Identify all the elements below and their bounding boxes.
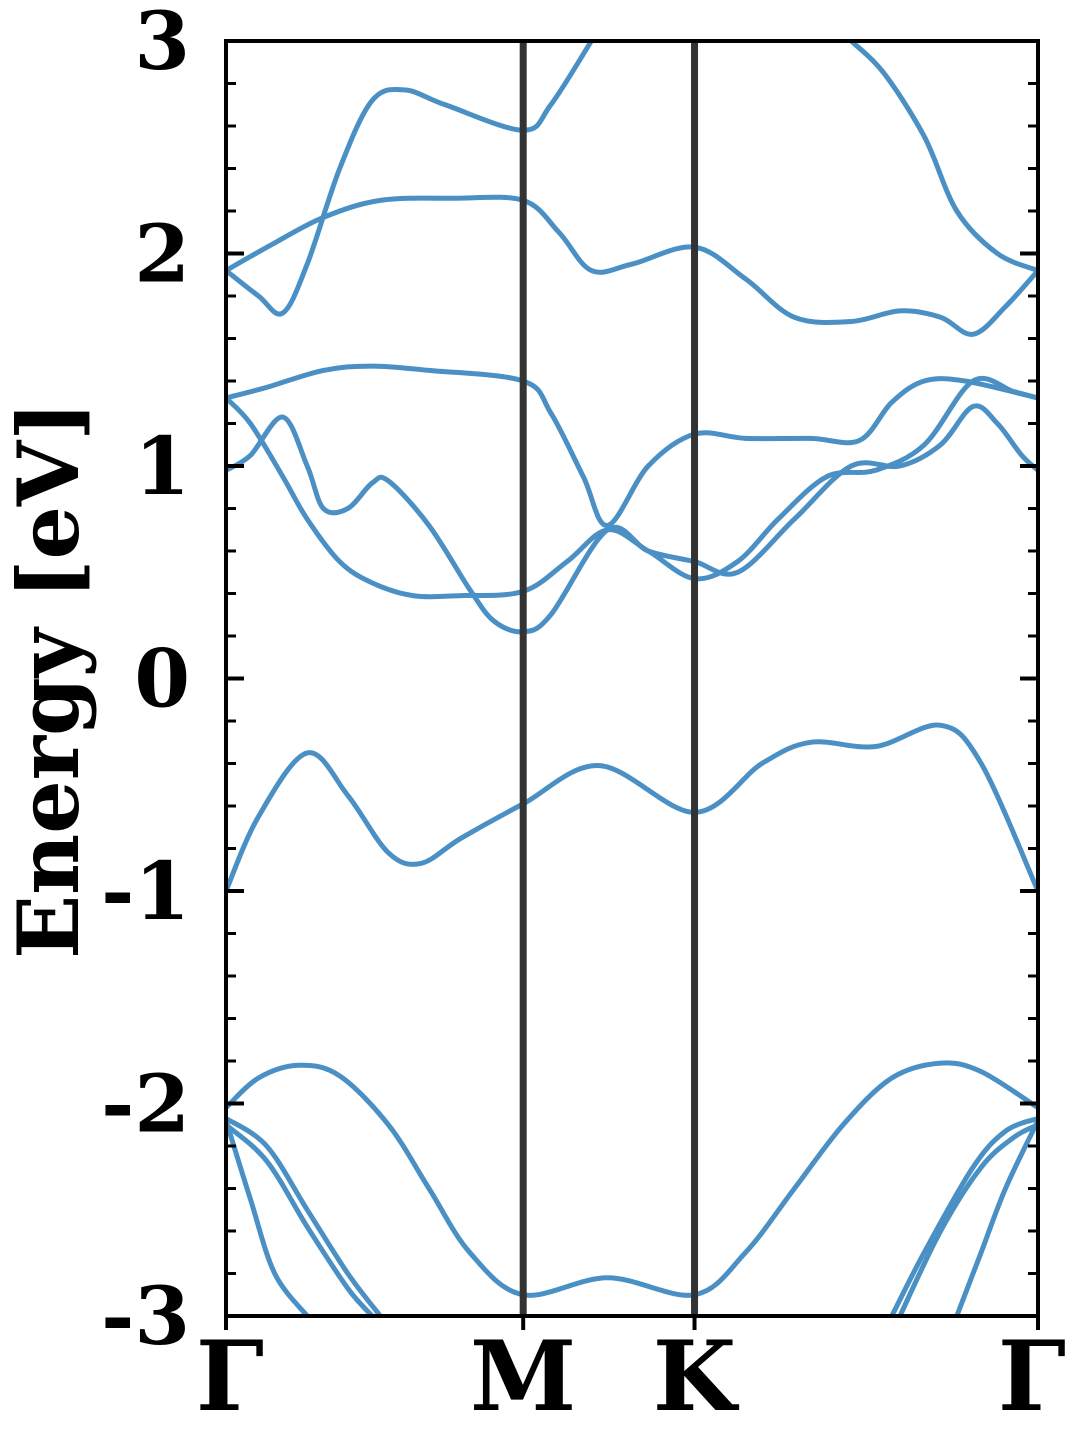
band-line-10 [226,376,1038,600]
band-line-2 [226,1115,383,1316]
band-lines-layer [226,41,1038,1316]
plot-frame [224,39,1040,1318]
y-tick-label: -2 [101,1057,190,1151]
y-tick-label: 0 [134,632,190,726]
tick-labels-layer: -3 -2 -1 0 1 2 3 Γ M K Γ [101,0,1066,1433]
band-line-14 [848,41,1038,273]
band-line-4 [226,1118,310,1316]
band-line-1 [226,1060,1038,1298]
y-tick-label: -3 [101,1269,190,1363]
band-line-8 [226,722,1038,894]
x-tick-label-2: M [470,1320,576,1433]
kpoint-dividers-layer [519,41,699,1316]
band-line-12 [226,41,594,317]
y-tick-label: 2 [134,207,190,301]
band-line-11 [226,363,1038,528]
x-tick-label-4: Γ [998,1320,1066,1433]
y-tick-label: 3 [134,0,190,88]
band-line-9 [226,403,1038,635]
band-line-5 [889,1115,1038,1316]
band-line-7 [954,1118,1038,1316]
y-axis-label: Energy [eV] [0,401,98,959]
x-tick-label-3: K [653,1320,740,1433]
y-tick-label: -1 [101,844,190,938]
x-tick-label-1: Γ [196,1320,264,1433]
axes-layer [224,39,1040,1330]
y-tick-label: 1 [134,419,190,513]
band-line-13 [226,194,1038,337]
band-line-3 [226,1122,375,1316]
band-line-6 [897,1122,1038,1316]
